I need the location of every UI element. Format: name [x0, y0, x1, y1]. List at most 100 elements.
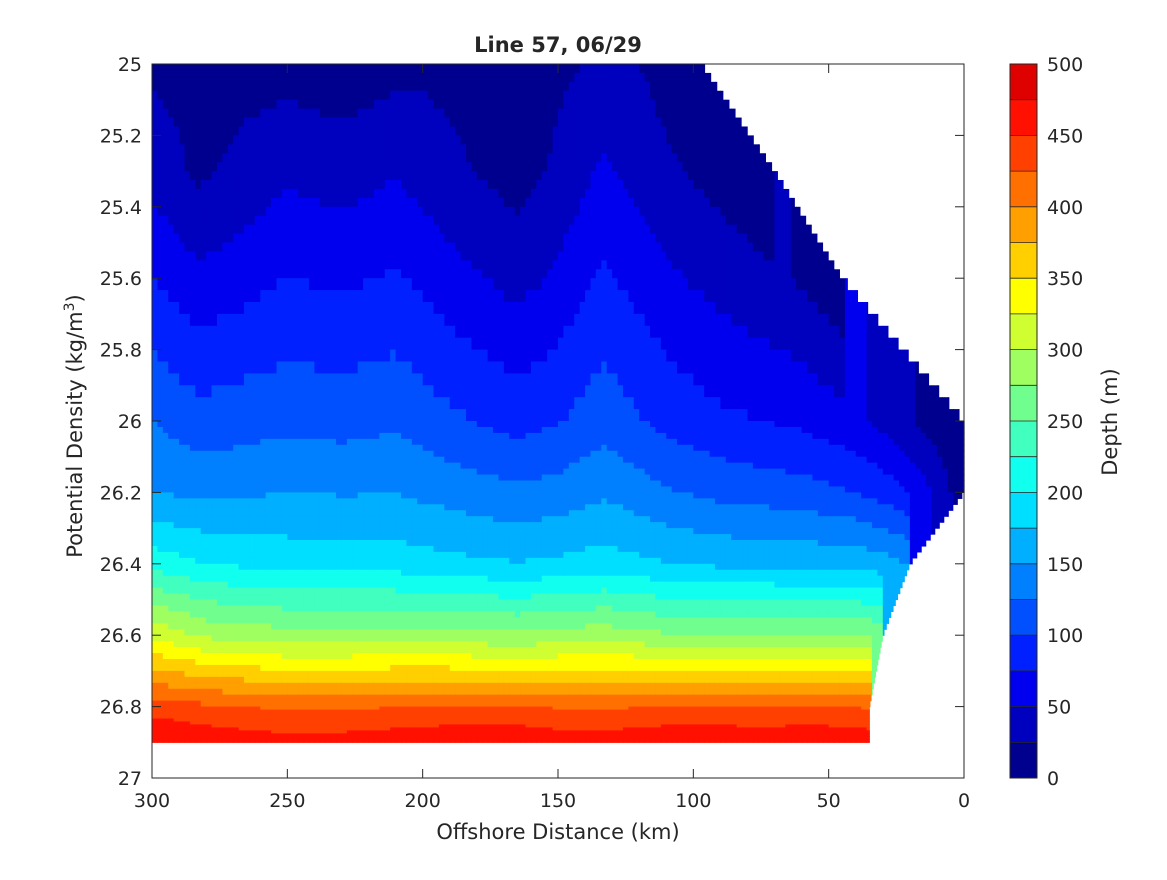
contour-cell: [330, 397, 337, 410]
contour-cell: [660, 188, 667, 199]
contour-cell: [899, 373, 906, 386]
contour-cell: [622, 126, 629, 136]
contour-cell: [281, 260, 288, 270]
contour-cell: [817, 409, 824, 422]
contour-cell: [346, 290, 353, 303]
contour-cell: [595, 251, 602, 261]
contour-cell: [520, 373, 527, 386]
contour-cell: [530, 188, 537, 199]
contour-cell: [574, 180, 581, 190]
contour-cell: [747, 290, 754, 303]
contour-cell: [747, 197, 754, 208]
contour-cell: [617, 180, 624, 190]
contour-cell: [487, 90, 494, 101]
contour-cell: [525, 426, 532, 434]
contour-cell: [227, 180, 234, 190]
contour-cell: [308, 188, 315, 199]
contour-cell: [330, 409, 337, 422]
contour-cell: [238, 361, 245, 374]
contour-cell: [671, 224, 678, 235]
contour-cell: [460, 409, 467, 422]
contour-cell: [373, 373, 380, 386]
contour-cell: [595, 397, 602, 410]
contour-cell: [195, 153, 202, 163]
contour-cell: [817, 397, 824, 410]
contour-cell: [855, 426, 862, 434]
contour-cell: [725, 242, 732, 253]
contour-cell: [173, 171, 180, 181]
contour-cell: [373, 361, 380, 374]
contour-cell: [574, 206, 581, 217]
contour-cell: [763, 242, 770, 253]
contour-cell: [671, 421, 678, 428]
contour-cell: [184, 426, 191, 434]
contour-cell: [520, 126, 527, 136]
contour-cell: [184, 162, 191, 172]
contour-cell: [287, 290, 294, 303]
contour-cell: [428, 144, 435, 154]
contour-cell: [254, 337, 261, 351]
contour-cell: [785, 337, 792, 351]
contour-cell: [460, 215, 467, 226]
contour-cell: [563, 337, 570, 351]
contour-cell: [823, 290, 830, 303]
contour-cell: [357, 313, 364, 327]
contour-cell: [330, 421, 337, 428]
contour-cell: [639, 426, 646, 434]
contour-cell: [801, 269, 808, 279]
contour-cell: [704, 269, 711, 279]
contour-cell: [687, 426, 694, 434]
contour-cell: [633, 188, 640, 199]
contour-cell: [222, 117, 229, 128]
contour-cell: [666, 90, 673, 101]
contour-cell: [714, 278, 721, 291]
contour-cell: [341, 153, 348, 163]
contour-cell: [260, 337, 267, 351]
contour-cell: [763, 302, 770, 315]
contour-cell: [487, 233, 494, 244]
contour-cell: [882, 432, 889, 440]
contour-cell: [622, 171, 629, 181]
contour-cell: [574, 242, 581, 253]
contour-cell: [633, 99, 640, 110]
contour-cell: [682, 397, 689, 410]
contour-cell: [406, 269, 413, 279]
contour-cell: [222, 171, 229, 181]
contour-cell: [498, 438, 505, 446]
contour-cell: [195, 72, 202, 83]
contour-cell: [211, 251, 218, 261]
contour-cell: [211, 215, 218, 226]
contour-cell: [660, 197, 667, 208]
contour-cell: [238, 108, 245, 119]
contour-cell: [390, 426, 397, 434]
contour-cell: [704, 108, 711, 119]
contour-cell: [341, 278, 348, 291]
contour-cell: [476, 290, 483, 303]
contour-cell: [590, 197, 597, 208]
contour-cell: [325, 373, 332, 386]
contour-cell: [179, 337, 186, 351]
contour-cell: [655, 260, 662, 270]
contour-cell: [401, 313, 408, 327]
contour-cell: [763, 432, 770, 440]
contour-cell: [189, 215, 196, 226]
contour-cell: [493, 135, 500, 145]
contour-cell: [444, 90, 451, 101]
contour-cell: [249, 421, 256, 428]
contour-cell: [671, 269, 678, 279]
contour-cell: [152, 180, 159, 190]
contour-cell: [314, 290, 321, 303]
contour-cell: [168, 188, 175, 199]
contour-cell: [790, 242, 797, 253]
contour-cell: [390, 153, 397, 163]
contour-cell: [227, 99, 234, 110]
contour-cell: [530, 64, 537, 74]
contour-cell: [612, 373, 619, 386]
contour-cell: [622, 260, 629, 270]
contour-cell: [254, 313, 261, 327]
contour-cell: [633, 290, 640, 303]
contour-cell: [882, 409, 889, 422]
contour-cell: [720, 215, 727, 226]
contour-cell: [471, 215, 478, 226]
contour-cell: [455, 117, 462, 128]
